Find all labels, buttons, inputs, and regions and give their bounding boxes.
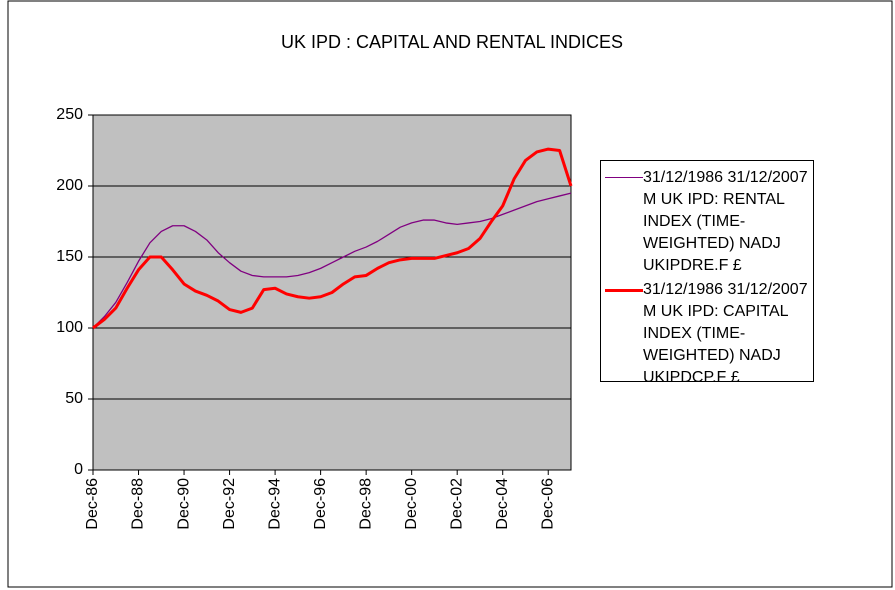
data-line	[92, 147, 573, 330]
y-tick-label: 0	[74, 461, 83, 478]
x-tick-label: Dec-04	[494, 478, 511, 530]
legend-entry: 31/12/1986 31/12/2007 M UK IPD: RENTAL I…	[605, 167, 809, 277]
y-tick-label: 200	[56, 177, 83, 194]
legend-label: 31/12/1986 31/12/2007 M UK IPD: CAPITAL …	[643, 281, 808, 386]
legend-entry: 31/12/1986 31/12/2007 M UK IPD: CAPITAL …	[605, 279, 809, 389]
x-tick-label: Dec-90	[175, 478, 192, 530]
x-tick-label: Dec-98	[357, 478, 374, 530]
y-tick-label: 150	[56, 248, 83, 265]
data-line	[92, 192, 572, 329]
x-tick-label: Dec-86	[84, 478, 101, 530]
chart-title: UK IPD : CAPITAL AND RENTAL INDICES	[281, 32, 623, 52]
x-tick-label: Dec-94	[266, 478, 283, 530]
x-tick-label: Dec-96	[312, 478, 329, 530]
legend-swatch	[605, 167, 643, 178]
legend: 31/12/1986 31/12/2007 M UK IPD: RENTAL I…	[600, 160, 814, 386]
y-tick-label: 50	[65, 390, 83, 407]
x-tick-label: Dec-02	[448, 478, 465, 530]
y-tick-label: 250	[56, 106, 83, 123]
x-tick-label: Dec-92	[221, 478, 238, 530]
x-tick-label: Dec-88	[130, 478, 147, 530]
legend-label: 31/12/1986 31/12/2007 M UK IPD: RENTAL I…	[643, 169, 808, 274]
legend-swatch	[605, 279, 643, 292]
x-tick-label: Dec-00	[403, 478, 420, 530]
x-tick-label: Dec-06	[539, 478, 556, 530]
y-tick-label: 100	[56, 319, 83, 336]
